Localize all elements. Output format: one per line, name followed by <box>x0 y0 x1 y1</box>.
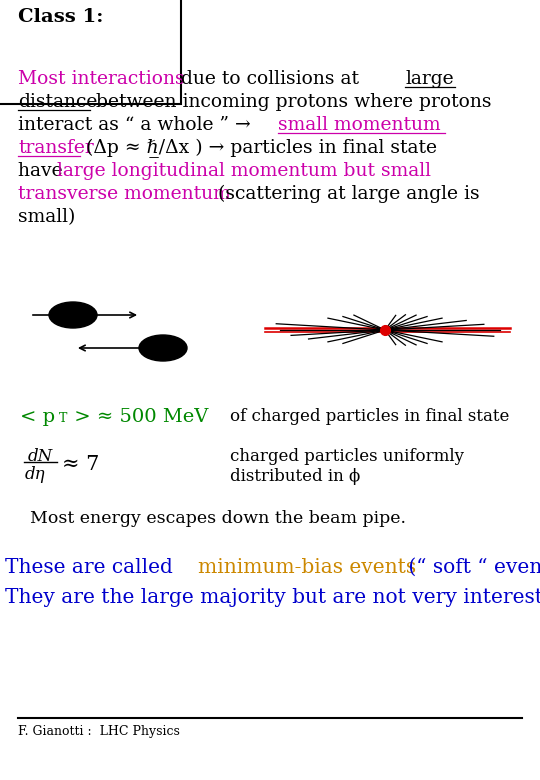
Text: F. Gianotti :  LHC Physics: F. Gianotti : LHC Physics <box>18 725 180 738</box>
Text: (Δp ≈ ℏ̲̲/Δx ) → particles in final state: (Δp ≈ ℏ̲̲/Δx ) → particles in final stat… <box>80 139 437 158</box>
Text: (“ soft “ events).: (“ soft “ events). <box>402 558 540 577</box>
Text: dN: dN <box>28 448 53 465</box>
Text: Most energy escapes down the beam pipe.: Most energy escapes down the beam pipe. <box>30 510 406 527</box>
Text: have: have <box>18 162 69 180</box>
Text: charged particles uniformly: charged particles uniformly <box>230 448 464 465</box>
Text: minimum-bias events: minimum-bias events <box>198 558 416 577</box>
Text: of charged particles in final state: of charged particles in final state <box>230 408 509 425</box>
Text: between incoming protons where protons: between incoming protons where protons <box>90 93 491 111</box>
Text: They are the large majority but are not very interesting.: They are the large majority but are not … <box>5 588 540 607</box>
Text: interact as “ a whole ” →: interact as “ a whole ” → <box>18 116 256 134</box>
Text: small momentum: small momentum <box>278 116 441 134</box>
Ellipse shape <box>49 302 97 328</box>
Text: > ≈ 500 MeV: > ≈ 500 MeV <box>68 408 208 426</box>
Text: T: T <box>59 412 68 425</box>
Ellipse shape <box>139 335 187 361</box>
Text: < p: < p <box>20 408 55 426</box>
Text: transfer: transfer <box>18 139 94 157</box>
Text: transverse momentum: transverse momentum <box>18 185 231 203</box>
Text: large: large <box>405 70 454 88</box>
Text: large longitudinal momentum but small: large longitudinal momentum but small <box>57 162 431 180</box>
Text: distance: distance <box>18 93 97 111</box>
Text: distributed in ϕ: distributed in ϕ <box>230 468 360 485</box>
Text: Most interactions: Most interactions <box>18 70 185 88</box>
Text: due to collisions at: due to collisions at <box>175 70 365 88</box>
Text: ≈ 7: ≈ 7 <box>62 455 99 474</box>
Text: dη: dη <box>25 466 45 483</box>
Text: These are called: These are called <box>5 558 179 577</box>
Text: small): small) <box>18 208 76 226</box>
Text: Class 1:: Class 1: <box>18 8 103 26</box>
Text: (scattering at large angle is: (scattering at large angle is <box>212 185 480 204</box>
